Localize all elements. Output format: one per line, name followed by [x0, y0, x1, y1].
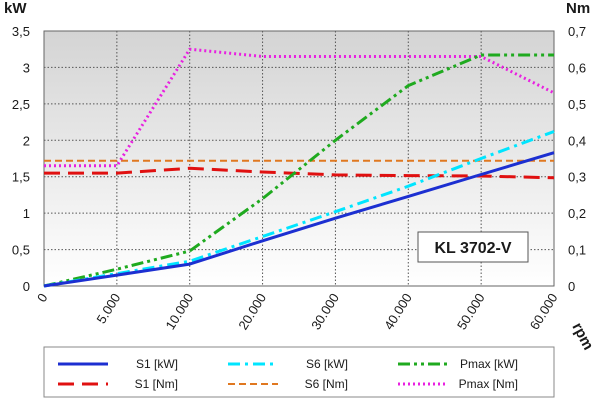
series-line [43, 130, 555, 288]
y-right-tick-label: 0,1 [568, 243, 586, 258]
series-line [43, 53, 554, 288]
legend-label: Pmax [kW] [460, 357, 518, 371]
y-left-tick-label: 3,5 [12, 24, 30, 39]
y-left-tick-label: 1 [23, 206, 30, 221]
series-line [44, 166, 555, 180]
x-tick-label: 0 [34, 291, 51, 305]
y-left-tick-label: 2 [23, 133, 30, 148]
x-tick-label: 60.000 [527, 291, 561, 333]
y-left-tick-label: 3 [23, 60, 30, 75]
y-right-tick-label: 0,4 [568, 133, 586, 148]
x-tick-label: 20.000 [235, 291, 269, 333]
legend-label: S6 [kW] [306, 357, 348, 371]
y-left-tick-label: 2,5 [12, 97, 30, 112]
y-right-tick-label: 0,2 [568, 206, 586, 221]
model-label: KL 3702-V [434, 240, 511, 257]
legend-label: S1 [Nm] [135, 377, 178, 391]
series-lines [43, 47, 555, 288]
model-label-box: KL 3702-V [417, 231, 529, 263]
x-tick-label: 40.000 [381, 291, 415, 333]
x-tick-label: 5.000 [93, 291, 123, 327]
x-tick-label: 50.000 [454, 291, 488, 333]
y-right-tick-label: 0,6 [568, 60, 586, 75]
y-right-tick-label: 0,3 [568, 170, 586, 185]
y-left-tick-label: 1,5 [12, 170, 30, 185]
x-axis-unit: rpm [568, 320, 596, 353]
y-left-tick-label: 0,5 [12, 243, 30, 258]
y-left-tick-label: 0 [23, 279, 30, 294]
x-tick-label: 30.000 [308, 291, 342, 333]
legend-label: S6 [Nm] [305, 377, 348, 391]
right-axis-unit: Nm [566, 0, 590, 17]
plot-frame [43, 30, 555, 287]
series-line [43, 151, 555, 288]
series-line [44, 47, 555, 168]
left-axis-unit: kW [4, 0, 27, 17]
y-right-tick-label: 0,7 [568, 24, 586, 39]
legend: S1 [kW] S6 [kW] Pmax [kW] S1 [Nm] S6 [Nm] Pma… [43, 346, 555, 398]
grid [44, 31, 554, 286]
x-tick-label: 10.000 [162, 291, 196, 333]
axis-ticks: 0 00,5 0,11 0,21,5 0,32 0,42,5 0,53 0,63,5 0,70 5… [12, 24, 586, 332]
y-right-tick-label: 0 [568, 279, 575, 294]
legend-label: Pmax [Nm] [459, 377, 518, 391]
y-right-tick-label: 0,5 [568, 97, 586, 112]
legend-label: S1 [kW] [136, 357, 178, 371]
